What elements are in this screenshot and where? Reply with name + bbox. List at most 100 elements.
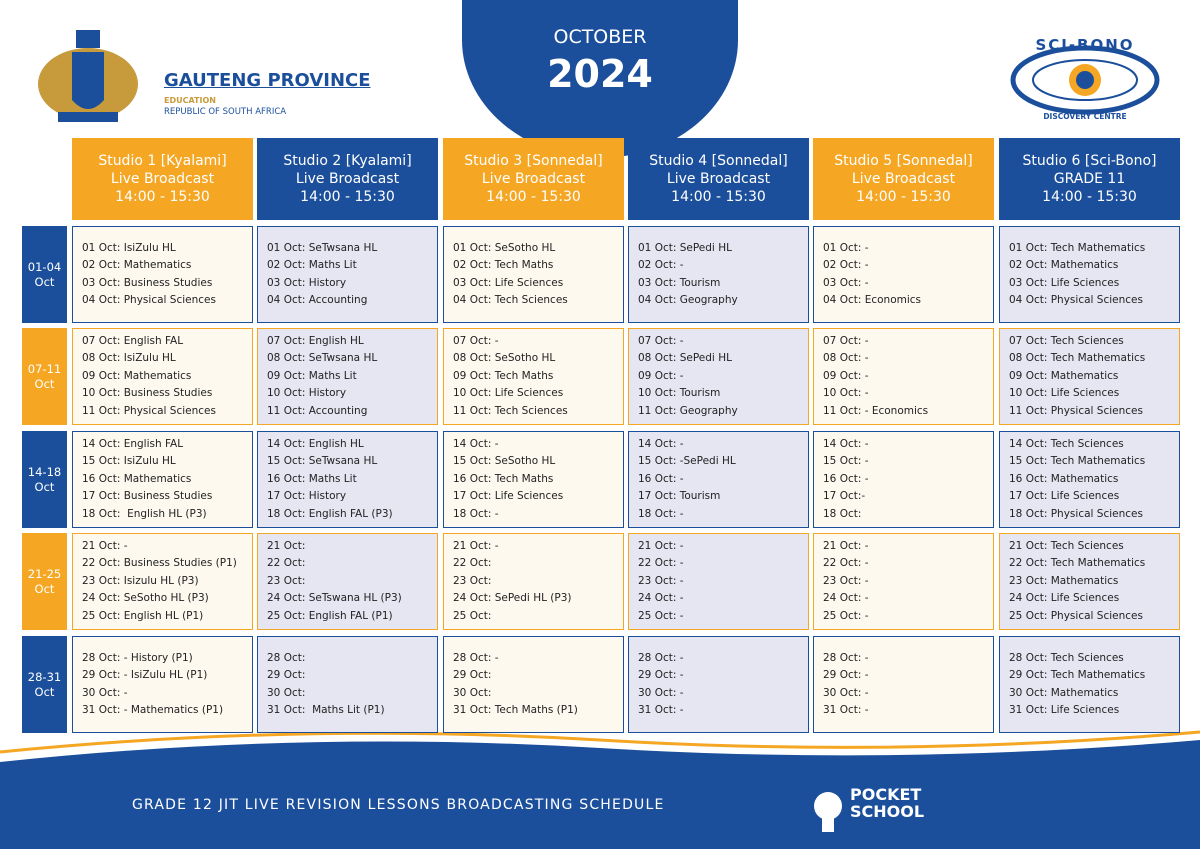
lesson: 09 Oct: -: [638, 369, 684, 382]
lesson: 04 Oct: Accounting: [267, 294, 368, 306]
lesson: 10 Oct: Life Sciences: [1009, 387, 1120, 400]
header-line: 14:00 - 15:30: [671, 189, 766, 205]
lesson: 15 Oct: -SePedi HL: [638, 455, 736, 468]
header-line: Live Broadcast: [481, 171, 586, 187]
lesson: 28 Oct: -: [638, 651, 684, 664]
schedule-cell: 07 Oct: English FAL 08 Oct: IsiZulu HL 09 …: [72, 328, 253, 425]
lesson: 02 Oct: Mathematics: [82, 259, 192, 271]
header-line: Live Broadcast: [110, 171, 215, 187]
lesson: 31 Oct: Tech Maths (P1): [453, 704, 578, 716]
studio-header: Studio 3 [Sonnedal] Live Broadcast 14:00 -…: [443, 138, 624, 220]
studio-header: Studio 4 [Sonnedal] Live Broadcast 14:00 -…: [628, 138, 809, 220]
week-label-line: 07-11: [27, 361, 62, 376]
year: 2024: [547, 52, 653, 96]
week-label-line: Oct: [34, 684, 55, 699]
lesson: 01 Oct: SeTwsana HL: [267, 241, 378, 254]
lesson: 25 Oct: -: [823, 609, 869, 622]
week-label-line: Oct: [34, 581, 55, 596]
lesson: 21 Oct:: [267, 539, 306, 552]
sci-bono-tagline: DISCOVERY CENTRE: [1043, 112, 1127, 121]
schedule-cell: 21 Oct: - 22 Oct: - 23 Oct: - 24 Oct: - 25 O…: [628, 533, 809, 630]
header-line: GRADE 11: [1053, 171, 1126, 187]
week-label-line: 28-31: [27, 669, 62, 684]
lesson: 07 Oct: -: [638, 334, 684, 347]
schedule-cell: 01 Oct: SePedi HL 02 Oct: - 03 Oct: Touris…: [628, 226, 809, 323]
lesson: 02 Oct: Tech Maths: [453, 259, 554, 271]
lesson: 08 Oct: SeSotho HL: [453, 352, 556, 365]
lesson: 23 Oct: -: [823, 574, 869, 587]
header-line: 14:00 - 15:30: [300, 189, 395, 205]
lesson: 16 Oct: Mathematics: [82, 472, 192, 485]
lesson: 04 Oct: Physical Sciences: [1009, 294, 1143, 306]
lesson: 15 Oct: Tech Mathematics: [1009, 455, 1146, 468]
lesson: 17 Oct: Life Sciences: [1009, 490, 1120, 503]
schedule-cell: 21 Oct: - 22 Oct: Business Studies (P1) 23…: [72, 533, 253, 630]
lesson: 04 Oct: Geography: [638, 294, 738, 306]
pocket-school-icon: [814, 792, 842, 832]
lesson: 24 Oct: SePedi HL (P3): [453, 592, 572, 605]
schedule-cell: 01 Oct: SeSotho HL 02 Oct: Tech Maths 03 O…: [443, 226, 624, 323]
lesson: 17 Oct: Business Studies: [82, 490, 213, 503]
schedule-cell: 14 Oct: - 15 Oct: -SePedi HL 16 Oct: - 17 O…: [628, 431, 809, 528]
header-line: 14:00 - 15:30: [115, 189, 210, 205]
schedule-cell: 14 Oct: - 15 Oct: SeSotho HL 16 Oct: Tech …: [443, 431, 624, 528]
lesson: 11 Oct: Physical Sciences: [1009, 404, 1143, 417]
lesson: 02 Oct: Maths Lit: [267, 259, 357, 271]
sci-bono-name: SCI-BONO: [1035, 36, 1135, 54]
lesson: 24 Oct: SeSotho HL (P3): [82, 592, 209, 605]
footer-band: [0, 740, 1200, 849]
schedule-cell: 07 Oct: Tech Sciences 08 Oct: Tech Mathem…: [999, 328, 1180, 425]
studio-header: Studio 1 [Kyalami] Live Broadcast 14:00 - …: [72, 138, 253, 220]
lesson: 14 Oct: -: [823, 437, 869, 450]
lesson: 08 Oct: SePedi HL: [638, 352, 732, 365]
lesson: 18 Oct: English FAL (P3): [267, 507, 393, 520]
lesson: 28 Oct: Tech Sciences: [1009, 651, 1124, 664]
lesson: 25 Oct:: [453, 609, 492, 622]
sci-bono-logo: [1010, 45, 1160, 115]
header-line: Studio 1 [Kyalami]: [98, 153, 227, 169]
lesson: 16 Oct: Maths Lit: [267, 472, 357, 485]
lesson: 28 Oct: -: [453, 651, 499, 664]
lesson: 15 Oct: -: [823, 455, 869, 468]
lesson: 22 Oct: Tech Mathematics: [1009, 557, 1146, 570]
lesson: 03 Oct: -: [823, 276, 869, 289]
lesson: 07 Oct: Tech Sciences: [1009, 334, 1124, 347]
lesson: 21 Oct: Tech Sciences: [1009, 539, 1124, 552]
lesson: 09 Oct: Mathematics: [1009, 369, 1119, 382]
brand-line: POCKET: [850, 785, 922, 804]
lesson: 22 Oct: -: [823, 557, 869, 570]
lesson: 11 Oct: Accounting: [267, 404, 368, 417]
week-label-line: 14-18: [27, 464, 62, 479]
week-label-line: Oct: [34, 274, 55, 289]
schedule-cell: 21 Oct: - 22 Oct: 23 Oct: 24 Oct: SePedi HL…: [443, 533, 624, 630]
lesson: 31 Oct: - Mathematics (P1): [82, 704, 224, 716]
lesson: 31 Oct: -: [638, 704, 684, 716]
schedule-cell: 01 Oct: SeTwsana HL 02 Oct: Maths Lit 03 O…: [257, 226, 438, 323]
lesson: 09 Oct: Mathematics: [82, 369, 192, 382]
studio-header: Studio 5 [Sonnedal] Live Broadcast 14:00 -…: [813, 138, 994, 220]
studio-header: Studio 6 [Sci-Bono] GRADE 11 14:00 - 15:30: [999, 138, 1180, 220]
lesson: 18 Oct:: [823, 507, 862, 520]
lesson: 16 Oct: Mathematics: [1009, 472, 1119, 485]
lesson: 03 Oct: Tourism: [638, 276, 721, 289]
lesson: 21 Oct: -: [823, 539, 869, 552]
lesson: 29 Oct: -: [638, 669, 684, 681]
lesson: 18 Oct: Physical Sciences: [1009, 507, 1143, 520]
gauteng-crest: [38, 30, 138, 122]
logo-title: GAUTENG PROVINCE: [164, 70, 371, 91]
lesson: 01 Oct: SePedi HL: [638, 241, 732, 254]
header-line: Studio 4 [Sonnedal]: [649, 153, 788, 169]
lesson: 30 Oct:: [453, 686, 492, 699]
schedule-cell: 28 Oct: - 29 Oct: 30 Oct: 31 Oct: Tech Math…: [443, 636, 624, 733]
lesson: 14 Oct: English HL: [267, 437, 364, 450]
schedule-cell: 28 Oct: Tech Sciences 29 Oct: Tech Mathem…: [999, 636, 1180, 733]
lesson: 01 Oct: -: [823, 241, 869, 254]
lesson: 21 Oct: -: [453, 539, 499, 552]
lesson: 31 Oct: -: [823, 704, 869, 716]
lesson: 17 Oct:-: [823, 490, 866, 503]
schedule-cell: 07 Oct: - 08 Oct: - 09 Oct: - 10 Oct: - 11 O…: [813, 328, 994, 425]
lesson: 22 Oct:: [453, 557, 492, 570]
header-line: Studio 2 [Kyalami]: [283, 153, 412, 169]
lesson: 16 Oct: Tech Maths: [453, 472, 554, 485]
